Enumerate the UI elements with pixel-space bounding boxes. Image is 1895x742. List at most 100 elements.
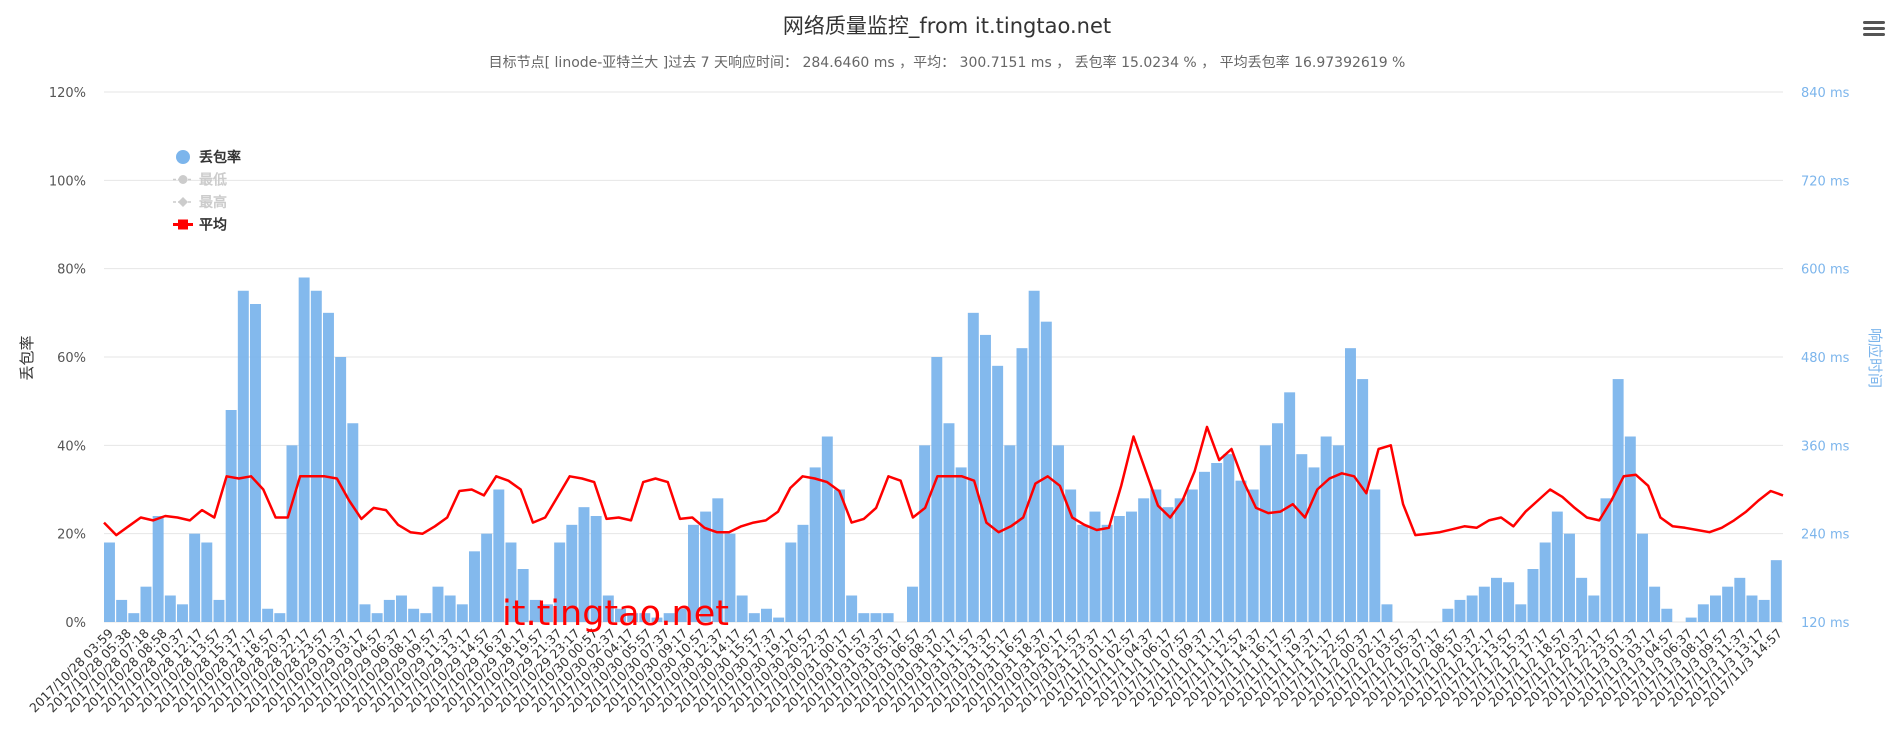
loss-bar	[432, 586, 444, 622]
loss-bar	[773, 617, 785, 622]
loss-bar	[225, 410, 237, 622]
loss-bar	[1162, 507, 1174, 622]
loss-bar	[821, 436, 833, 622]
loss-bar	[481, 533, 493, 622]
legend-marker-circle	[178, 175, 188, 184]
chart-menu-icon[interactable]	[1863, 18, 1885, 38]
legend-item[interactable]: 丢包率	[176, 149, 241, 166]
loss-bar	[980, 334, 991, 622]
left-axis-ticks: 0% 20% 40% 60% 80% 100% 120%	[49, 86, 86, 631]
legend-label: 最低	[199, 172, 227, 189]
y-tick-left: 0%	[65, 616, 86, 631]
loss-bar	[1272, 423, 1283, 622]
loss-bar	[408, 608, 420, 622]
loss-bar	[882, 613, 894, 622]
y-tick-left: 20%	[57, 528, 86, 543]
loss-bar	[992, 365, 1004, 622]
loss-bar	[1235, 480, 1247, 622]
loss-bar	[298, 277, 310, 622]
loss-bar	[505, 542, 517, 622]
loss-bar	[1746, 595, 1758, 622]
y-axis-left-label: 丢包率	[18, 335, 36, 380]
loss-bar	[1637, 533, 1648, 622]
loss-bar	[1199, 471, 1210, 622]
loss-bar	[1369, 489, 1381, 622]
loss-bar	[1454, 599, 1466, 622]
y-tick-left: 100%	[49, 174, 86, 189]
right-axis-ticks: 120 ms 240 ms 360 ms 480 ms 600 ms 720 ms 840 …	[1801, 86, 1850, 631]
y-tick-left: 60%	[57, 351, 86, 366]
loss-bar	[1661, 608, 1673, 622]
loss-bar	[542, 604, 553, 622]
loss-bar	[1150, 489, 1162, 622]
y-tick-right: 240 ms	[1801, 528, 1850, 543]
loss-bar	[1539, 542, 1551, 622]
y-axis-right-label: 响应时间	[1866, 328, 1884, 388]
loss-bar	[1649, 586, 1661, 622]
loss-bar	[846, 595, 858, 622]
loss-bar	[967, 312, 979, 622]
loss-bar	[517, 569, 529, 622]
loss-bar	[1576, 577, 1588, 622]
loss-bar	[1624, 436, 1636, 622]
loss-bar	[1211, 463, 1223, 622]
loss-bar	[566, 524, 578, 622]
loss-bar	[1089, 511, 1101, 622]
loss-bar	[639, 613, 651, 622]
loss-bar	[1697, 604, 1709, 622]
series-avg-line	[103, 425, 1784, 537]
loss-bar	[554, 542, 566, 622]
loss-bar	[748, 613, 760, 622]
loss-bar	[383, 599, 395, 622]
legend-marker-circle	[176, 150, 190, 164]
loss-bar	[1685, 617, 1697, 622]
loss-bar	[128, 613, 140, 622]
loss-bar	[1296, 454, 1308, 622]
loss-bar	[1491, 577, 1502, 622]
loss-bar	[1320, 436, 1332, 622]
loss-bar	[1734, 577, 1746, 622]
loss-bar	[1223, 454, 1235, 622]
loss-bar	[262, 608, 274, 622]
legend-marker-square	[178, 219, 188, 230]
loss-bar	[444, 595, 456, 622]
loss-bar	[177, 604, 188, 622]
loss-bar	[1600, 498, 1612, 622]
loss-bar	[870, 613, 882, 622]
loss-bar	[1308, 467, 1320, 622]
loss-bar	[189, 533, 201, 622]
loss-bar	[675, 608, 687, 622]
loss-bar	[1113, 516, 1125, 622]
loss-bar	[140, 586, 152, 622]
loss-bar	[834, 489, 845, 622]
y-tick-right: 480 ms	[1801, 351, 1850, 366]
loss-bar	[420, 613, 432, 622]
loss-bar	[907, 586, 918, 622]
legend-item[interactable]: 最低	[173, 172, 227, 189]
loss-bar	[116, 599, 128, 622]
y-tick-left: 40%	[57, 439, 86, 454]
loss-bar	[736, 595, 748, 622]
loss-bar	[578, 507, 590, 622]
y-tick-left: 80%	[57, 263, 86, 278]
loss-bar	[1332, 445, 1344, 622]
loss-bar	[1527, 569, 1539, 622]
loss-bar	[1722, 586, 1734, 622]
loss-bar	[529, 599, 541, 622]
loss-bar	[1028, 290, 1040, 622]
loss-bar	[602, 595, 614, 622]
series-loss-bars	[104, 277, 1782, 622]
loss-bar	[1478, 586, 1490, 622]
loss-bar	[627, 613, 639, 622]
legend-item[interactable]: 平均	[173, 217, 227, 234]
loss-bar	[1770, 560, 1782, 622]
loss-bar	[359, 604, 371, 622]
loss-bar	[1503, 582, 1515, 622]
loss-bar	[1442, 608, 1454, 622]
watermark-text: it.tingtao.net	[502, 594, 729, 634]
legend-item[interactable]: 最高	[173, 194, 227, 211]
loss-bar	[809, 467, 821, 622]
loss-bar	[919, 445, 931, 622]
